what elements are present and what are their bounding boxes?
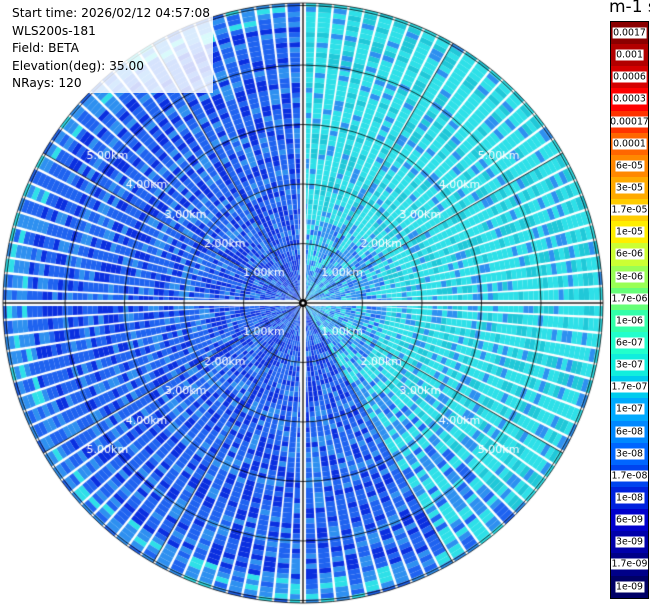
colorbar-swatch: 1.7e-08 (611, 464, 648, 487)
colorbar-tick-label: 1.7e-05 (611, 204, 648, 216)
scan-info-panel: Start time: 2026/02/12 04:57:08 WLS200s-… (12, 5, 214, 93)
colorbar-tick-label: 3e-09 (614, 536, 645, 548)
field-text: Field: BETA (12, 41, 80, 55)
colorbar-swatch: 3e-07 (611, 354, 648, 377)
colorbar-tick-label: 0.0017 (612, 27, 647, 39)
colorbar-tick-label: 1.7e-07 (611, 381, 648, 393)
colorbar-swatch: 3e-06 (611, 265, 648, 288)
colorbar-swatch: 1e-09 (611, 575, 648, 598)
colorbar-tick-label: 0.0006 (612, 71, 647, 83)
start-time-text: Start time: 2026/02/12 04:57:08 (12, 6, 211, 20)
colorbar-swatch: 6e-05 (611, 154, 648, 177)
colorbar-tick-label: 3e-07 (614, 359, 645, 371)
colorbar-swatch: 1e-08 (611, 486, 648, 510)
colorbar-tick-label: 1.7e-06 (611, 293, 648, 305)
colorbar-tick-label: 0.0003 (612, 93, 647, 105)
colorbar-swatch: 1.7e-06 (611, 287, 648, 310)
colorbar-tick-label: 6e-06 (614, 248, 645, 260)
colorbar-swatch: 3e-09 (611, 531, 648, 554)
colorbar-swatch: 0.0006 (611, 66, 648, 89)
colorbar-swatch: 3e-05 (611, 176, 648, 200)
colorbar-tick-label: 1e-07 (614, 403, 645, 415)
colorbar-swatch: 1.7e-05 (611, 199, 648, 222)
colorbar-tick-label: 1e-05 (614, 226, 645, 238)
colorbar-tick-label: 3e-05 (614, 182, 645, 194)
colorbar-swatch: 0.001 (611, 44, 648, 67)
colorbar-swatch: 1e-07 (611, 398, 648, 421)
nrays-text: NRays: 120 (12, 76, 82, 90)
colorbar-tick-label: 0.00017 (610, 116, 649, 128)
colorbar-swatch: 0.0017 (611, 22, 648, 45)
colorbar-swatch: 0.0003 (611, 88, 648, 111)
colorbar-tick-label: 1e-09 (614, 581, 645, 593)
colorbar-swatch: 1e-05 (611, 221, 648, 244)
colorbar-tick-label: 0.001 (615, 49, 644, 61)
colorbar-swatch: 6e-07 (611, 331, 648, 355)
colorbar-tick-label: 6e-09 (614, 514, 645, 526)
colorbar-tick-label: 6e-08 (614, 426, 645, 438)
colorbar-tick-label: 6e-05 (614, 160, 645, 172)
colorbar-tick-label: 6e-07 (614, 337, 645, 349)
colorbar-tick-label: 1.7e-08 (611, 470, 648, 482)
instrument-text: WLS200s-181 (12, 23, 96, 38)
colorbar-swatch: 6e-09 (611, 509, 648, 532)
colorbar-swatch: 1.7e-09 (611, 553, 648, 576)
colorbar: 0.0017 0.001 0.0006 0.0003 0.00017 0.0001 6e-0… (610, 21, 649, 599)
colorbar-swatch: 1e-06 (611, 309, 648, 332)
colorbar-swatch: 0.00017 (610, 110, 649, 133)
elevation-text: Elevation(deg): 35.00 (12, 58, 144, 73)
colorbar-tick-label: 1.7e-09 (611, 558, 648, 570)
colorbar-tick-label: 0.0001 (612, 138, 647, 150)
colorbar-swatch: 3e-08 (611, 442, 648, 465)
colorbar-swatch: 1.7e-07 (611, 376, 648, 399)
colorbar-swatch: 0.0001 (611, 132, 648, 155)
colorbar-unit-label: m-1 sr-1 (609, 0, 650, 17)
colorbar-tick-label: 3e-06 (614, 271, 645, 283)
colorbar-tick-label: 3e-08 (614, 448, 645, 460)
colorbar-swatch: 6e-08 (611, 420, 648, 443)
colorbar-tick-label: 1e-08 (614, 492, 645, 504)
colorbar-swatch: 6e-06 (611, 243, 648, 266)
colorbar-tick-label: 1e-06 (614, 315, 645, 327)
